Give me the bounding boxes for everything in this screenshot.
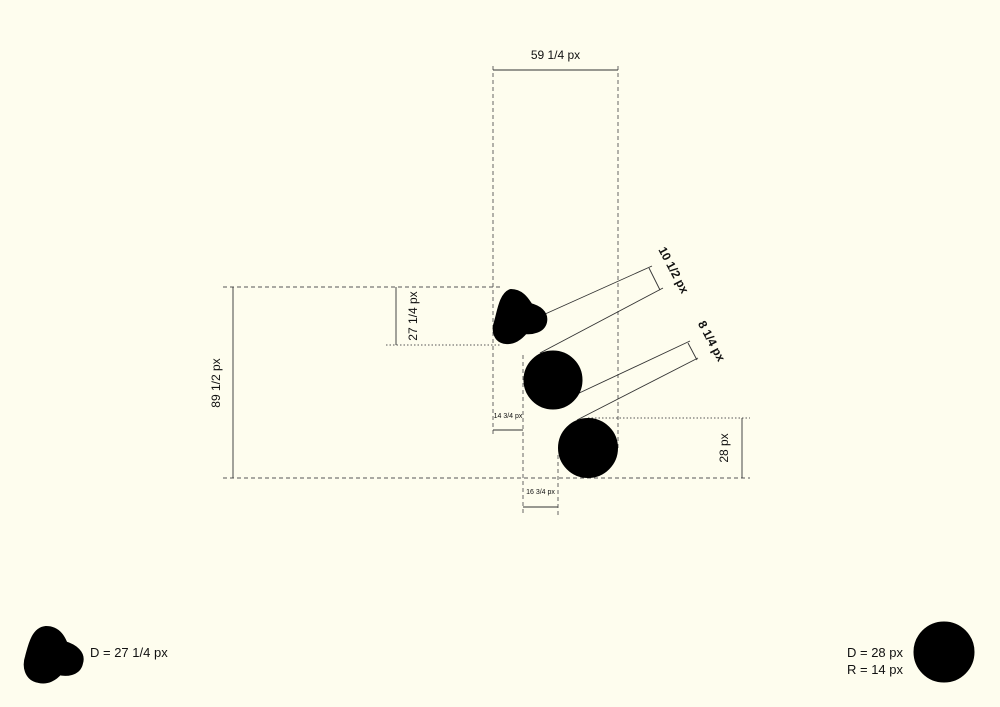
offset-one-label: 14 3/4 px bbox=[494, 413, 523, 420]
gap-one-dimension: 10 1/2 px bbox=[533, 244, 692, 354]
total-height-label: 89 1/2 px bbox=[209, 358, 223, 407]
offset-two-label: 16 3/4 px bbox=[526, 489, 555, 496]
offset-one-dimension: 14 3/4 px bbox=[493, 355, 524, 516]
legend-blob-label: D = 27 1/4 px bbox=[90, 645, 168, 660]
gap-one-lower-line bbox=[539, 287, 664, 354]
offset-two-dimension: 16 3/4 px bbox=[523, 455, 559, 516]
circle-height-dimension: 28 px bbox=[588, 417, 750, 478]
main-shapes bbox=[492, 289, 618, 478]
legend-circle-radius: R = 14 px bbox=[847, 662, 904, 677]
gap-one-label: 10 1/2 px bbox=[655, 244, 691, 296]
blob-height-dimension: 27 1/4 px bbox=[386, 287, 500, 346]
gap-two-label: 8 1/4 px bbox=[695, 318, 728, 364]
legend-circle-diameter: D = 28 px bbox=[847, 645, 904, 660]
gap-two-lower-line bbox=[576, 357, 699, 421]
reuleaux-blob-shape bbox=[492, 289, 548, 345]
legend-circle-shape bbox=[913, 621, 975, 683]
gap-two-tick bbox=[687, 342, 698, 361]
top-width-dimension: 59 1/4 px bbox=[492, 48, 619, 450]
gap-two-upper-line bbox=[574, 340, 691, 396]
gap-two-dimension: 8 1/4 px bbox=[574, 318, 728, 421]
legend-blob-shape bbox=[23, 626, 84, 684]
top-width-label: 59 1/4 px bbox=[531, 48, 580, 62]
upper-circle-shape bbox=[523, 350, 583, 410]
total-height-dimension: 89 1/2 px bbox=[209, 286, 750, 479]
circle-height-label: 28 px bbox=[717, 433, 731, 462]
lower-circle-shape bbox=[558, 418, 618, 478]
blob-height-label: 27 1/4 px bbox=[406, 291, 420, 340]
legend-blob: D = 27 1/4 px bbox=[23, 626, 168, 684]
gap-one-tick bbox=[648, 267, 661, 291]
legend-circle: D = 28 px R = 14 px bbox=[847, 621, 975, 683]
gap-one-upper-line bbox=[533, 265, 653, 320]
